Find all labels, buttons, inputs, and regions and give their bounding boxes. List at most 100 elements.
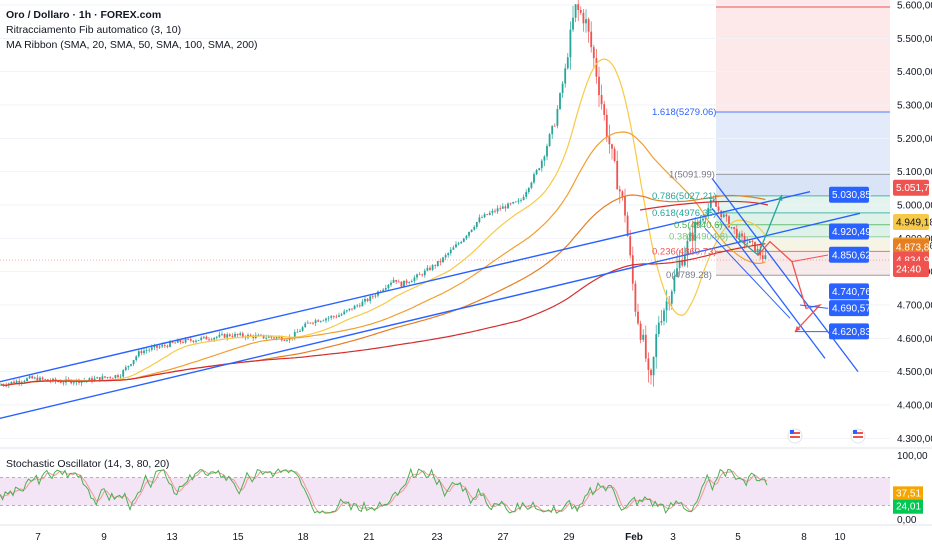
price-tick-label: 5.000,00	[897, 201, 932, 212]
price-tag-label: 5.051,79	[896, 183, 932, 194]
candle-body	[561, 83, 564, 94]
candle-body	[395, 279, 398, 282]
candle-body	[130, 364, 132, 366]
candle-body	[538, 168, 541, 171]
stoch-indicator-label[interactable]: Stochastic Oscillator (14, 3, 80, 20)	[6, 458, 170, 470]
ma-indicator-label[interactable]: MA Ribbon (SMA, 20, SMA, 50, SMA, 100, S…	[6, 39, 258, 51]
candle-body	[330, 316, 333, 318]
candle-body	[725, 214, 728, 217]
price-tag-label: 4.873,81	[896, 243, 932, 254]
candle-body	[746, 242, 749, 244]
target-line-2	[799, 304, 829, 309]
price-tag-label: 4.690,57	[832, 304, 871, 315]
candle-body	[184, 339, 187, 343]
candle-body	[72, 382, 75, 384]
candle-body	[494, 210, 496, 212]
candle-body	[62, 382, 65, 384]
stoch-d-tag	[893, 499, 923, 514]
candle-body	[231, 336, 234, 337]
projection-arrows	[737, 194, 829, 333]
us-flag-icon	[850, 428, 866, 444]
candle-body	[652, 356, 655, 376]
time-tick-label: 7	[35, 532, 41, 543]
candle-body	[364, 298, 366, 302]
candle-body	[730, 227, 733, 228]
candle-body	[434, 265, 437, 267]
fib-level-label: 1.618(5279.06)	[652, 107, 716, 118]
candle-body	[486, 214, 489, 215]
candle-body	[457, 243, 460, 245]
candle-body	[429, 267, 431, 270]
candle-body	[696, 222, 699, 225]
event-flags[interactable]	[787, 428, 866, 444]
candle-body	[158, 346, 161, 348]
candle-body	[504, 206, 507, 209]
fib-level-label: 0(4789.28)	[666, 270, 712, 281]
candle-body	[442, 257, 444, 263]
candle-body	[109, 377, 112, 378]
candle-body	[488, 212, 491, 215]
candle-body	[208, 339, 210, 341]
channel-lower	[0, 212, 861, 420]
candle-body	[213, 337, 216, 340]
candle-body	[527, 187, 530, 193]
candle-body	[618, 189, 621, 192]
candle-body	[681, 260, 684, 266]
candle-body	[509, 203, 512, 205]
candle-body	[41, 377, 44, 380]
time-tick-label: 15	[232, 532, 244, 543]
fib-zone-upper	[716, 0, 890, 112]
candle-body	[353, 305, 356, 310]
fib-level-label: 0.5(4940.6)	[674, 220, 723, 231]
candle-body	[657, 322, 660, 335]
fib-indicator-label[interactable]: Ritracciamento Fib automatico (3, 10)	[6, 24, 182, 36]
candle-body	[18, 381, 21, 383]
price-tag-label: 4.949,18	[896, 217, 932, 228]
symbol-title[interactable]: Oro / Dollaro · 1h · FOREX.com	[6, 9, 162, 21]
price-tag	[829, 186, 869, 203]
candle-body	[260, 334, 262, 336]
candle-body	[80, 380, 83, 383]
candle-body	[179, 340, 182, 343]
time-axis[interactable]: 7 9 13 15 18 21 23 27 29 Feb 3 5 8 10	[0, 524, 932, 543]
candle-body	[111, 377, 114, 379]
candle-body	[738, 233, 741, 238]
candle-body	[637, 311, 639, 324]
candle-body	[127, 365, 130, 368]
candle-body	[559, 93, 561, 110]
price-tag-label: 5.030,85	[832, 190, 871, 201]
candle-body	[569, 29, 572, 58]
candle-body	[166, 345, 169, 347]
candle-body	[335, 316, 338, 318]
candle-body	[317, 320, 320, 322]
down-channel-lower	[711, 207, 826, 359]
candle-body	[595, 58, 598, 77]
candle-body	[722, 214, 725, 218]
price-tick-label: 4.600,00	[897, 334, 932, 345]
candle-body	[600, 95, 603, 105]
candle-body	[197, 339, 200, 341]
candle-body	[397, 281, 400, 283]
price-tick-label: 5.300,00	[897, 101, 932, 112]
candle-body	[371, 296, 374, 298]
stochastic-pane: 100,00 0,00 37,51 24,01	[0, 447, 932, 526]
candle-body	[319, 320, 322, 322]
candle-body	[605, 114, 608, 137]
candle-body	[517, 200, 520, 202]
candle-body	[665, 301, 668, 311]
time-tick-label: Feb	[625, 532, 643, 543]
channel-upper	[0, 190, 811, 383]
candle-body	[59, 381, 62, 383]
time-tick-label: 3	[670, 532, 676, 543]
candle-body	[660, 321, 663, 323]
candle-body	[189, 339, 192, 341]
candle-body	[314, 320, 317, 324]
candle-body	[603, 104, 606, 115]
candle-body	[715, 200, 717, 207]
candle-body	[270, 336, 273, 338]
candle-body	[611, 144, 613, 149]
candle-body	[405, 280, 408, 283]
candle-body	[366, 298, 369, 301]
candle-body	[444, 255, 447, 258]
